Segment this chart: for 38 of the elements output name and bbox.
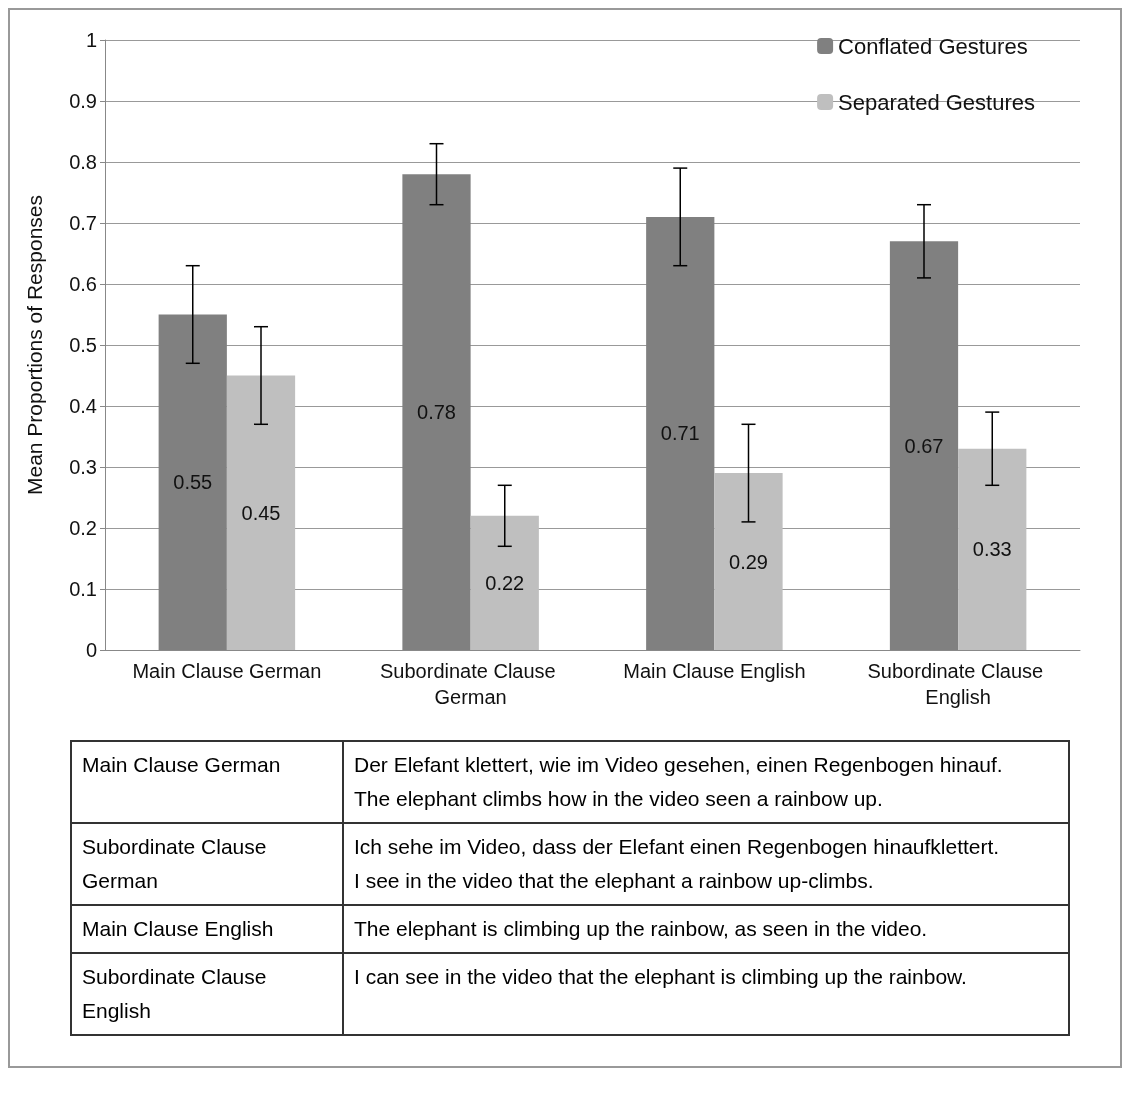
y-tick-label: 0.8 [69,151,97,173]
bar [958,448,1027,650]
legend-label: Separated Gestures [838,89,1036,115]
data-label: 0.29 [729,550,768,573]
data-label: 0.67 [904,434,944,457]
y-axis-title: Mean Proportions of Responses [23,195,46,495]
text: Main Clause English [71,905,343,953]
y-tick-label: 0.9 [69,90,97,112]
text: Main Clause German [71,741,343,823]
y-tick-label: 0 [85,639,97,661]
x-tick-label: Main Clause German [132,660,322,682]
text: Der Elefant klettert, wie im Video gesehen, einen Regenbogen hinauf. The elephant climbs how in the video seen a rainbow up. [343,741,1069,823]
bar [226,375,296,650]
bar [714,473,783,650]
y-tick-label: 0.4 [69,395,97,417]
x-tick-label: Subordinate Clause English [867,660,1049,708]
legend-label: Conflated Gestures [838,33,1028,59]
data-label: 0.71 [660,422,700,445]
data-label: 0.45 [241,501,281,524]
y-tick-label: 0.1 [69,578,97,600]
y-tick-label: 0.3 [69,456,97,478]
bar [470,515,539,650]
y-tick-label: 0.5 [69,334,97,356]
x-tick-label: Subordinate Clause German [380,660,562,708]
text: Ich sehe im Video, dass der Elefant einen Regenbogen hinaufklettert. I see in the video that the elephant a rainbow up-climbs. [343,823,1069,905]
y-tick-label: 0.2 [69,517,97,539]
y-tick-label: 1 [85,29,97,51]
text: Subordinate Clause English [71,953,343,1035]
data-label: 0.78 [417,401,456,424]
y-tick-label: 0.7 [69,212,97,234]
data-label: 0.22 [485,571,525,594]
text: The elephant is climbing up the rainbow, as seen in the video. [343,905,1069,953]
text: I can see in the video that the elephant is climbing up the rainbow. [343,953,1069,1035]
data-label: 0.33 [972,538,1012,561]
text: Subordinate Clause German [71,823,343,905]
x-tick-label: Main Clause English [623,660,806,682]
data-label: 0.55 [173,471,213,494]
y-tick-label: 0.6 [69,273,97,295]
